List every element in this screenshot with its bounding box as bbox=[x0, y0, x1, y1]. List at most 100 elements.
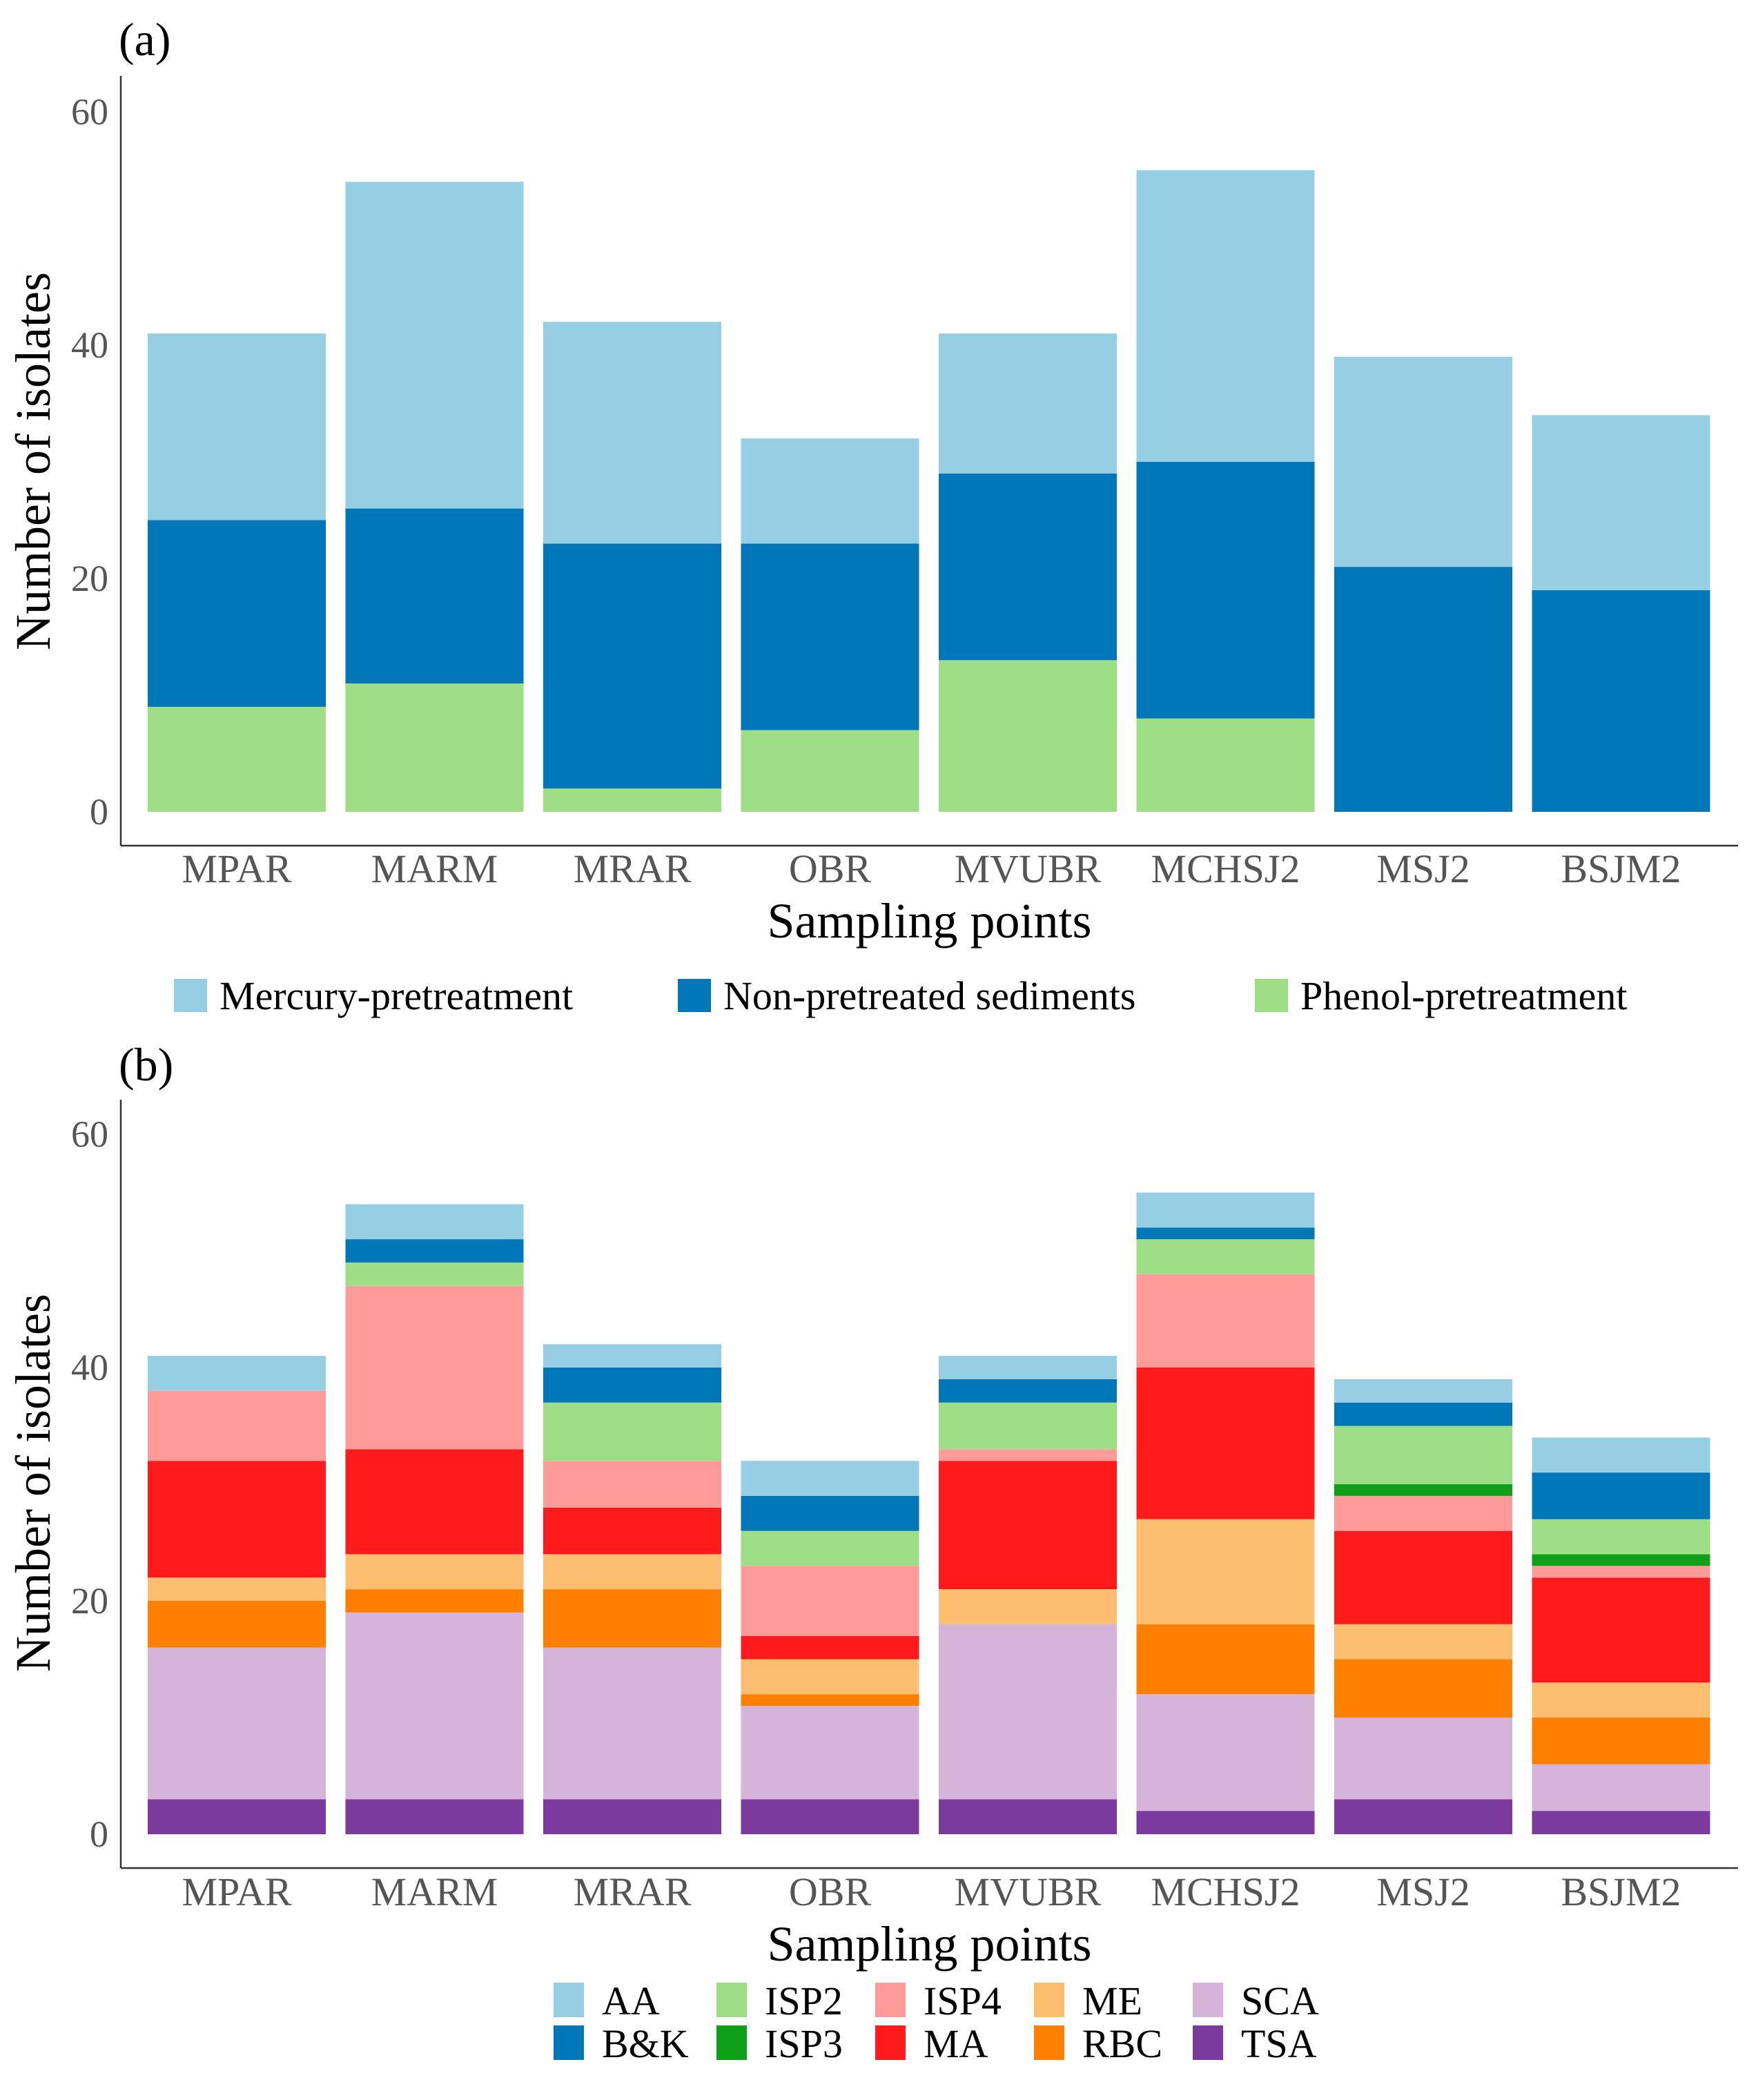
bar-segment bbox=[1532, 1811, 1710, 1834]
bar-segment bbox=[148, 1356, 326, 1391]
bar-segment bbox=[741, 1706, 919, 1800]
legend-label: RBC bbox=[1082, 2021, 1162, 2066]
bar-segment bbox=[1136, 1274, 1315, 1368]
legend-label: ISP2 bbox=[765, 1979, 843, 2023]
legend-label: AA bbox=[602, 1979, 660, 2023]
bar-segment bbox=[543, 1368, 721, 1403]
bar-segment bbox=[345, 1204, 524, 1240]
bar-segment bbox=[741, 1799, 919, 1834]
bar-segment bbox=[148, 1799, 326, 1834]
series-mercury-pretreatment bbox=[148, 170, 1710, 590]
series-me bbox=[148, 1519, 1710, 1718]
series-rbc bbox=[148, 1589, 1710, 1764]
bar-segment bbox=[939, 1461, 1117, 1590]
series-phenol-pretreatment bbox=[148, 660, 1315, 812]
bar-segment bbox=[1532, 590, 1710, 812]
bar-segment bbox=[939, 1402, 1117, 1450]
legend-label: Mercury-pretreatment bbox=[219, 973, 573, 1018]
bar-segment bbox=[543, 1507, 721, 1555]
x-tick-label: MRAR bbox=[574, 1869, 692, 1914]
bar-segment bbox=[1532, 1472, 1710, 1519]
bar-segment bbox=[543, 1554, 721, 1590]
legend-label: SCA bbox=[1241, 1979, 1319, 2023]
legend-label: B&K bbox=[602, 2021, 689, 2066]
y-tick-label: 60 bbox=[71, 91, 108, 133]
x-tick-label: BSJM2 bbox=[1561, 1869, 1681, 1914]
legend-label: Non-pretreated sediments bbox=[723, 973, 1136, 1018]
bar-segment bbox=[1532, 1764, 1710, 1811]
bar-segment bbox=[1532, 1718, 1710, 1764]
bar-segment bbox=[741, 1530, 919, 1566]
y-tick-label: 20 bbox=[71, 1580, 108, 1622]
x-tick-label: MPAR bbox=[182, 1869, 291, 1914]
bar-segment bbox=[1334, 1402, 1512, 1426]
x-tick-label: MARM bbox=[371, 1869, 498, 1914]
x-axis-title: Sampling points bbox=[767, 893, 1091, 949]
x-tick-label: BSJM2 bbox=[1561, 846, 1681, 891]
x-tick-label: MVUBR bbox=[955, 846, 1102, 891]
series-isp2 bbox=[345, 1239, 1710, 1566]
bar-segment bbox=[1334, 1484, 1512, 1496]
bar-segment bbox=[543, 1461, 721, 1508]
bar-segment bbox=[1532, 1519, 1710, 1555]
bar-segment bbox=[1532, 1682, 1710, 1718]
bar-segment bbox=[741, 1694, 919, 1707]
legend-swatch bbox=[716, 1983, 747, 2017]
x-tick-label: MSJ2 bbox=[1376, 1869, 1470, 1914]
series-isp3 bbox=[1334, 1484, 1710, 1566]
bar-segment bbox=[1532, 415, 1710, 590]
chart-panel-a: (a) 0 20 40 60 MPAR MARM MRAR OBR MVUBR MCHSJ2 MSJ2… bbox=[6, 13, 1738, 949]
bar-segment bbox=[1532, 1566, 1710, 1578]
legend-swatch bbox=[1034, 2025, 1064, 2060]
bar-segment bbox=[345, 182, 524, 509]
bar-segment bbox=[345, 1239, 524, 1263]
bar-segment bbox=[1334, 1799, 1512, 1834]
chart-panel-b: (b) 0 20 40 60 MPAR MARM MRAR OBR MVUBR MCHSJ2 MSJ2… bbox=[6, 1038, 1738, 1972]
bar-segment bbox=[1532, 1437, 1710, 1473]
y-tick-label: 0 bbox=[90, 791, 108, 833]
legend-swatch bbox=[1193, 1983, 1223, 2017]
legend-swatch bbox=[1193, 2025, 1223, 2060]
bar-segment bbox=[741, 543, 919, 730]
bar-segment bbox=[148, 1390, 326, 1461]
series-non-pretreated-sediments bbox=[148, 462, 1710, 812]
bar-segment bbox=[345, 1285, 524, 1450]
bar-segment bbox=[1334, 1426, 1512, 1484]
bar-segment bbox=[1334, 1718, 1512, 1800]
bar-segment bbox=[741, 730, 919, 812]
panel-label: (a) bbox=[119, 13, 170, 66]
x-tick-label: MARM bbox=[371, 846, 498, 891]
bar-segment bbox=[345, 1449, 524, 1555]
bar-segment bbox=[741, 1461, 919, 1496]
bar-segment bbox=[939, 1799, 1117, 1834]
panel-label: (b) bbox=[119, 1038, 173, 1091]
bar-segment bbox=[345, 683, 524, 812]
bar-segment bbox=[543, 1647, 721, 1800]
bar-segment bbox=[741, 1566, 919, 1636]
bar-segment bbox=[939, 1449, 1117, 1461]
y-tick-label: 20 bbox=[71, 558, 108, 599]
bar-segment bbox=[148, 333, 326, 521]
bar-segment bbox=[1334, 1624, 1512, 1660]
bar-segment bbox=[1136, 1694, 1315, 1811]
series-isp4 bbox=[148, 1274, 1710, 1636]
x-tick-label: MRAR bbox=[574, 846, 692, 891]
bar-segment bbox=[939, 1356, 1117, 1379]
x-tick-label: MCHSJ2 bbox=[1151, 1869, 1300, 1914]
x-tick-label: MCHSJ2 bbox=[1151, 846, 1300, 891]
legend-label: ME bbox=[1082, 1979, 1142, 2023]
bar-segment bbox=[1334, 1530, 1512, 1624]
legend-label: MA bbox=[924, 2021, 988, 2066]
x-tick-label: OBR bbox=[789, 1869, 872, 1914]
bar-segment bbox=[148, 1461, 326, 1578]
bar-segment bbox=[543, 1402, 721, 1461]
bar-segment bbox=[939, 1624, 1117, 1800]
bar-segment bbox=[543, 1799, 721, 1834]
y-tick-label: 0 bbox=[90, 1814, 108, 1855]
legend-swatch bbox=[678, 979, 711, 1012]
bar-segment bbox=[939, 660, 1117, 812]
legend-a: Mercury-pretreatment Non-pretreated sedim… bbox=[174, 973, 1628, 1018]
legend-b: AA ISP2 ISP4 ME SCA B&K ISP3 MA RBC TSA bbox=[554, 1979, 1319, 2066]
legend-label: ISP4 bbox=[924, 1979, 1002, 2023]
